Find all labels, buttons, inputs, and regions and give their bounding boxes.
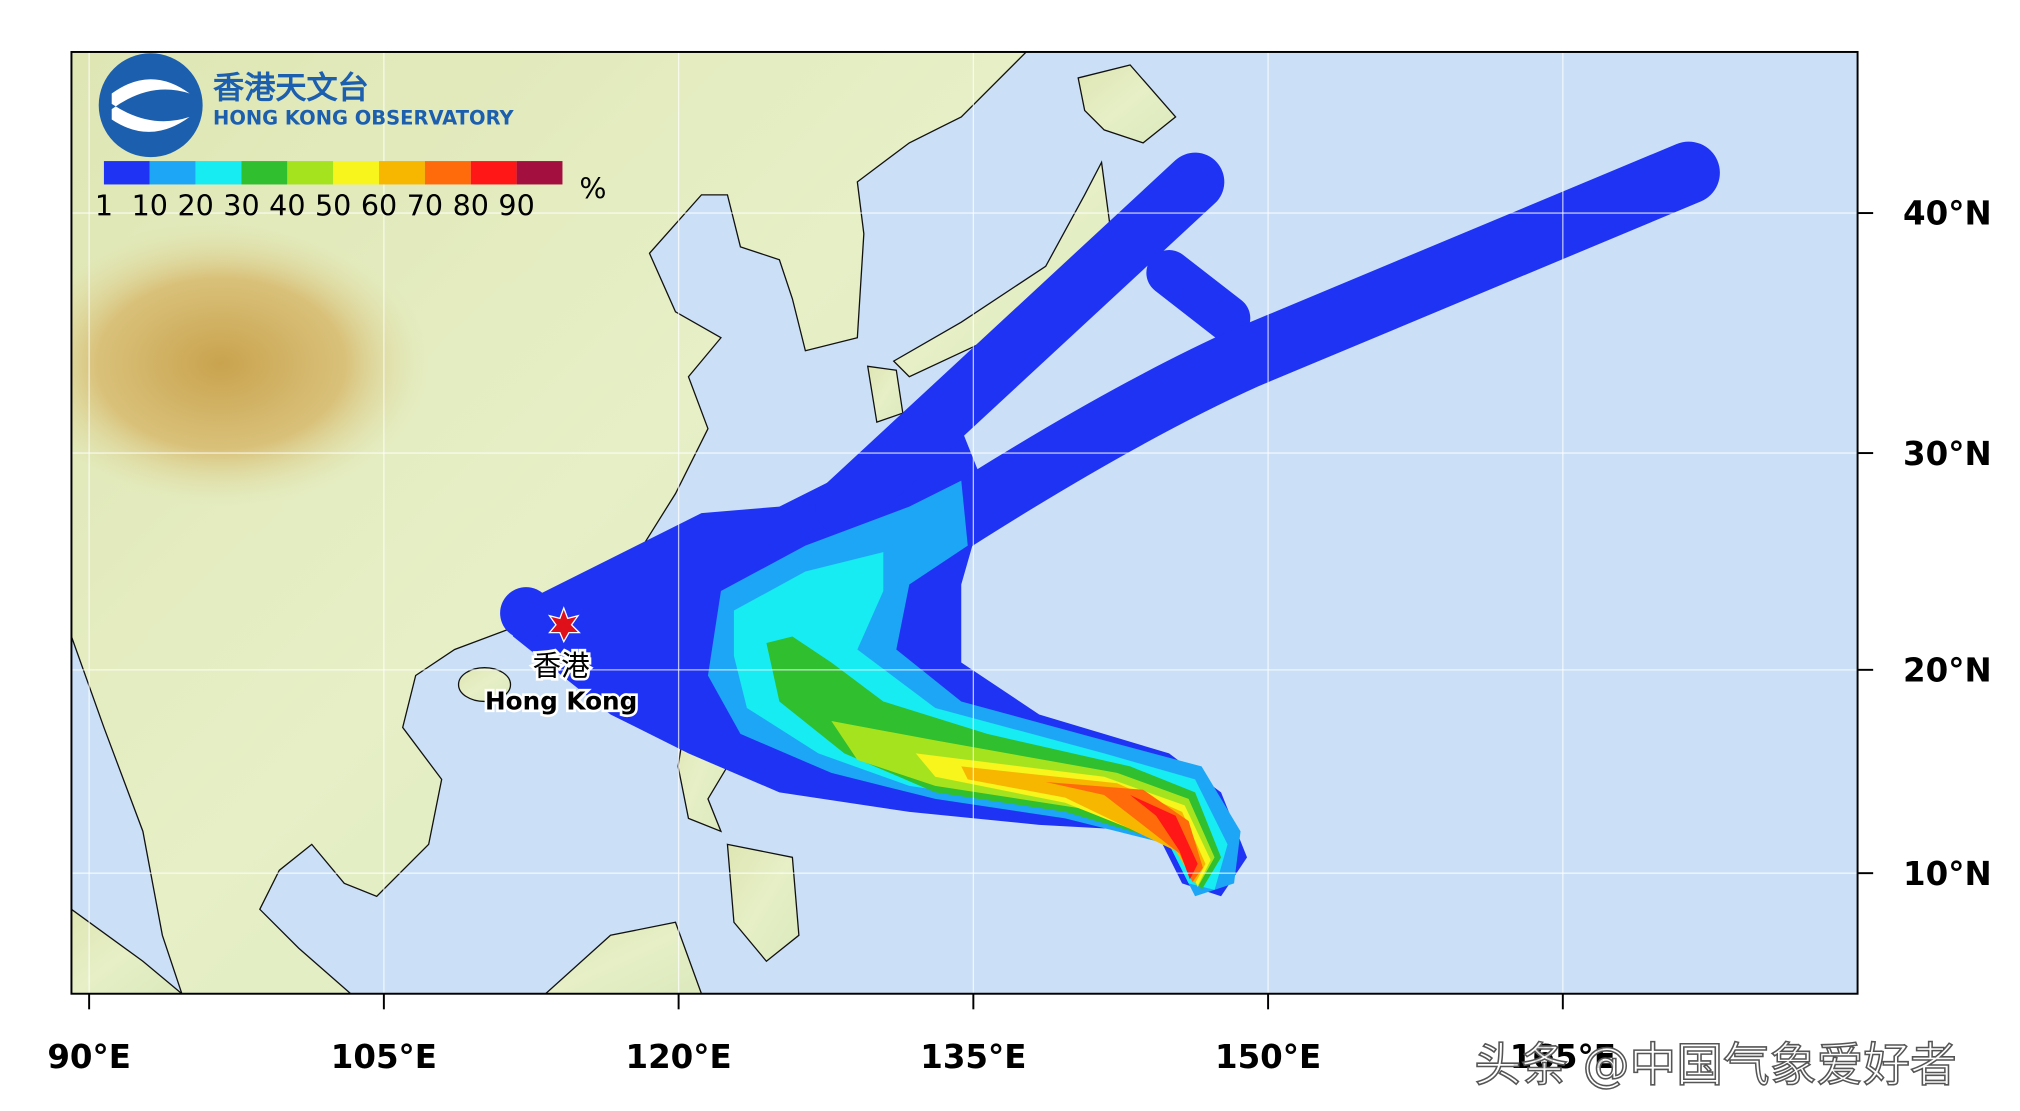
logo: 香港天文台 HONG KONG OBSERVATORY: [98, 53, 515, 158]
x-tick-label: 105°E: [331, 1038, 437, 1076]
legend-label: 80: [453, 189, 489, 223]
legend-label: 60: [361, 189, 397, 223]
axes: 90°E 105°E 120°E 135°E 150°E 165°E 10°N 20°N 30°…: [47, 195, 1991, 1076]
logo-mark: [98, 53, 203, 158]
borneo: [544, 921, 703, 994]
legend-swatch: [424, 161, 471, 185]
legend-label: 10: [132, 189, 168, 223]
legend-unit: %: [579, 172, 606, 206]
legend-swatch: [470, 161, 517, 185]
x-tick-label: 120°E: [626, 1038, 732, 1076]
band-70: [1045, 781, 1203, 883]
map-root: 香港天文台 HONG KONG OBSERVATORY % 1 10 20 30 40 5…: [47, 50, 1992, 1094]
logo-swirl: [111, 79, 190, 132]
legend-swatch: [195, 161, 242, 185]
hainan: [457, 667, 512, 703]
legend-swatch: [379, 161, 425, 185]
legend-label: 30: [223, 189, 259, 223]
place-zh: 香港: [533, 648, 590, 682]
legend-label: 1: [95, 189, 113, 223]
hk-star: [547, 606, 581, 644]
legend-swatch: [333, 161, 380, 185]
y-tick-label: 20°N: [1903, 652, 1992, 690]
legend-swatch: [241, 161, 288, 185]
grid: [71, 51, 1858, 994]
legend-swatch: [287, 161, 334, 185]
org-name-en: HONG KONG OBSERVATORY: [213, 107, 514, 130]
x-tick-label: 150°E: [1215, 1038, 1321, 1076]
y-tick-label: 30°N: [1903, 435, 1992, 473]
y-tick-label: 10°N: [1903, 855, 1992, 893]
x-tick-label: 165°E: [1510, 1038, 1616, 1076]
place-en: Hong Kong: [485, 686, 637, 715]
map-area: [71, 51, 1858, 994]
band-80: [1130, 794, 1198, 880]
legend-label: 20: [177, 189, 213, 223]
legend-label: 90: [498, 189, 534, 223]
x-tick-label: 90°E: [47, 1038, 131, 1076]
hokkaido: [1077, 64, 1177, 144]
frame: [70, 50, 1859, 995]
legend-swatch: [149, 161, 196, 185]
band-50: [915, 753, 1211, 886]
legend-label: 50: [315, 189, 351, 223]
y-tick-label: 40°N: [1903, 195, 1992, 233]
x-tick-label: 135°E: [920, 1038, 1026, 1076]
legend-label: 40: [269, 189, 305, 223]
legend-label: 70: [407, 189, 443, 223]
watermark: 头条 @中国气象爱好者: [1474, 1039, 1956, 1093]
plateau: [71, 220, 429, 507]
sumatra: [71, 908, 183, 994]
legend-swatch: [516, 161, 563, 185]
legend-swatch: [103, 161, 150, 185]
hong-kong-marker: 香港 Hong Kong: [482, 606, 640, 718]
legend: % 1 10 20 30 40 50 60 70 80 90: [95, 161, 606, 223]
org-name-zh: 香港天文台: [213, 71, 369, 107]
